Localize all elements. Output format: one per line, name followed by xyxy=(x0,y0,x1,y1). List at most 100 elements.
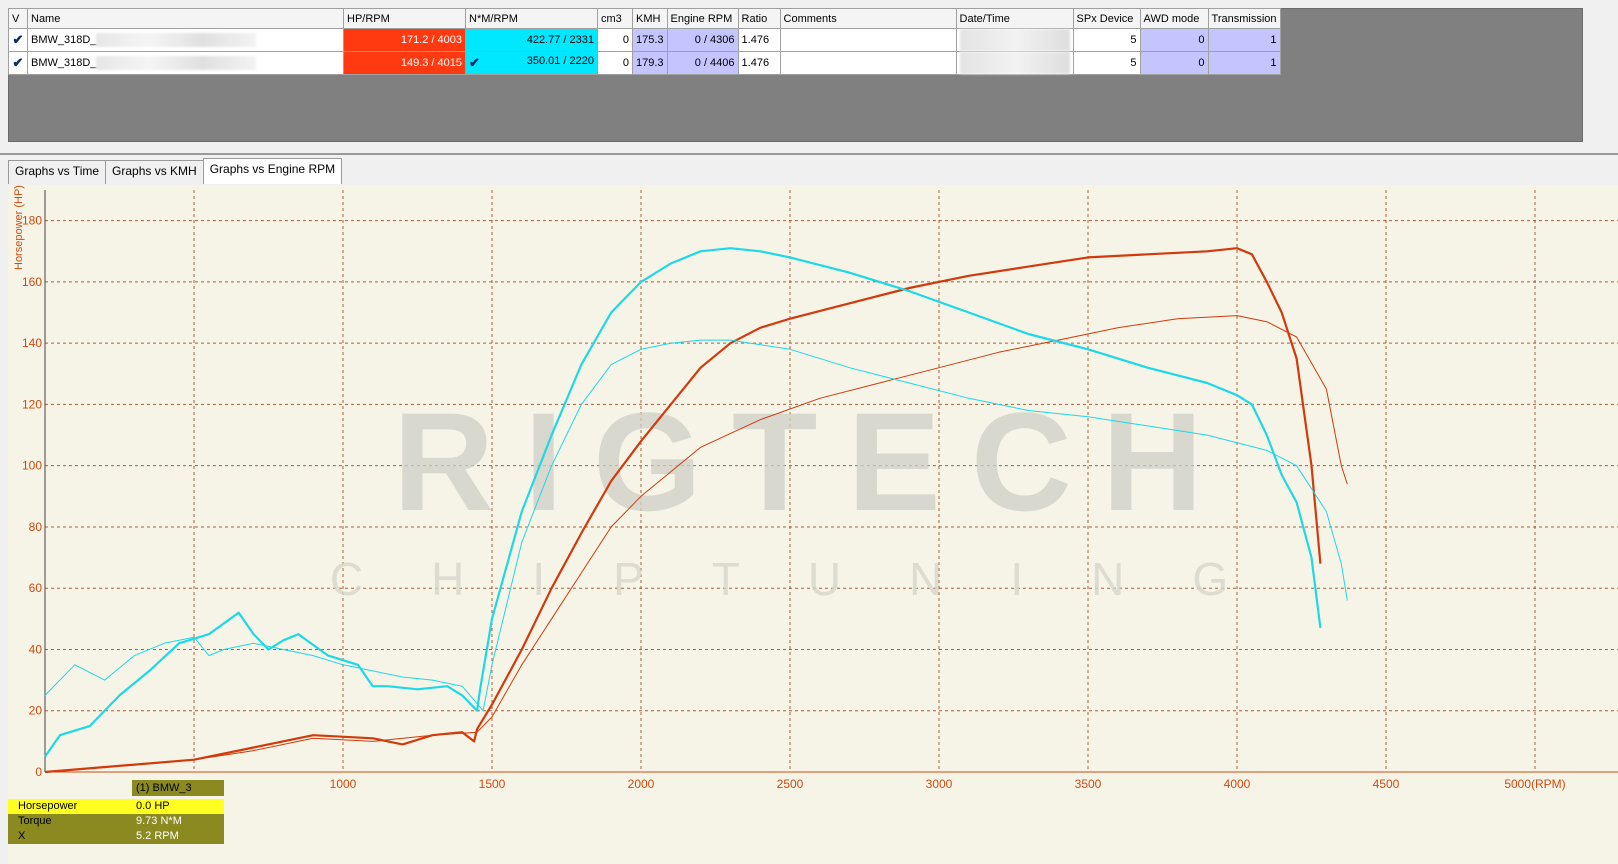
table-row[interactable]: ✔ BMW_318D_ 171.2 / 4003 422.77 / 2331 0… xyxy=(8,28,1281,52)
x-tick-label: 2000 xyxy=(628,777,655,791)
dyno-chart[interactable]: RIGTECH CHIPTUNING 0 20 40 60 80 100 120 140 160… xyxy=(8,185,1618,864)
header-kmh[interactable]: KMH xyxy=(632,8,668,29)
y-tick-label: 140 xyxy=(22,336,42,350)
watermark-sub: CHIPTUNING xyxy=(330,553,1296,605)
row-name: BMW_318D_ xyxy=(27,28,344,52)
y-tick-label: 80 xyxy=(29,520,43,534)
runs-panel: V Name HP/RPM N*M/RPM cm3 KMH Engine RPM… xyxy=(0,0,1618,152)
row-name: BMW_318D_ xyxy=(27,51,344,75)
legend-value: 9.73 N*M xyxy=(132,814,224,829)
x-tick-label: 1000 xyxy=(330,777,357,791)
y-axis-label: Horsepower (HP) xyxy=(13,185,25,270)
watermark-main: RIGTECH xyxy=(393,383,1233,540)
graph-tabs: Graphs vs Time Graphs vs KMH Graphs vs E… xyxy=(8,158,343,184)
row-checkbox[interactable]: ✔ xyxy=(8,51,28,75)
row-ratio: 1.476 xyxy=(737,51,781,75)
row-date-time xyxy=(955,51,1074,75)
legend-label: X xyxy=(8,829,132,844)
row-kmh: 175.3 xyxy=(632,28,668,52)
row-cm3: 0 xyxy=(597,51,633,75)
legend-value: 5.2 RPM xyxy=(132,829,224,844)
row-engine-rpm: 0 / 4306 xyxy=(666,28,739,52)
row-spx-device: 5 xyxy=(1072,51,1141,75)
runs-table: V Name HP/RPM N*M/RPM cm3 KMH Engine RPM… xyxy=(8,8,1281,75)
chart-series xyxy=(44,247,1348,774)
header-hp-rpm[interactable]: HP/RPM xyxy=(343,8,466,29)
row-spx-device: 5 xyxy=(1072,28,1141,52)
y-tick-label: 180 xyxy=(22,214,42,228)
row-awd-mode: 0 xyxy=(1139,51,1209,75)
series-line-hp-run1 xyxy=(44,247,1322,774)
checkmark-icon: ✔ xyxy=(12,32,24,47)
series-line-torque-run2 xyxy=(44,339,1348,712)
legend-label: Torque xyxy=(8,814,132,829)
header-date-time[interactable]: Date/Time xyxy=(955,8,1074,29)
table-row[interactable]: ✔ BMW_318D_ 149.3 / 4015 ✔ 350.01 / 2220 … xyxy=(8,51,1281,75)
series-line-hp-run2 xyxy=(44,315,1348,773)
x-tick-label: 3500 xyxy=(1075,777,1102,791)
row-comments[interactable] xyxy=(779,28,957,52)
y-tick-label: 40 xyxy=(29,642,43,656)
tab-graphs-vs-kmh[interactable]: Graphs vs KMH xyxy=(105,160,204,184)
header-comments[interactable]: Comments xyxy=(779,8,957,29)
checkmark-icon: ✔ xyxy=(12,55,24,70)
axes: 0 20 40 60 80 100 120 140 160 180 1000 1500 2000 2500… xyxy=(22,190,1618,791)
row-torque: 422.77 / 2331 xyxy=(465,28,598,52)
header-v[interactable]: V xyxy=(8,8,28,29)
tab-graphs-vs-engine-rpm[interactable]: Graphs vs Engine RPM xyxy=(202,158,343,184)
x-tick-label: 4000 xyxy=(1224,777,1251,791)
header-cm3[interactable]: cm3 xyxy=(597,8,633,29)
grid-lines xyxy=(45,190,1618,772)
row-engine-rpm: 0 / 4406 xyxy=(666,51,739,75)
row-date-time xyxy=(955,28,1074,52)
row-comments[interactable] xyxy=(779,51,957,75)
header-torque-rpm[interactable]: N*M/RPM xyxy=(465,8,598,29)
legend-label: Horsepower xyxy=(8,799,132,814)
header-ratio[interactable]: Ratio xyxy=(737,8,781,29)
series-line-torque-run1 xyxy=(44,247,1322,758)
redacted-name xyxy=(96,56,257,70)
row-torque: ✔ 350.01 / 2220 xyxy=(465,51,598,75)
row-awd-mode: 0 xyxy=(1139,28,1209,52)
y-tick-label: 160 xyxy=(22,275,42,289)
cursor-legend: (1) BMW_3 Horsepower 0.0 HP Torque 9.73 … xyxy=(8,780,224,844)
y-tick-label: 120 xyxy=(22,397,42,411)
row-cm3: 0 xyxy=(597,28,633,52)
x-tick-label: 4500 xyxy=(1373,777,1400,791)
x-tick-label: 3000 xyxy=(926,777,953,791)
runs-table-header: V Name HP/RPM N*M/RPM cm3 KMH Engine RPM… xyxy=(8,8,1281,29)
header-transmission[interactable]: Transmission xyxy=(1207,8,1281,29)
redacted-date xyxy=(959,52,1070,74)
row-checkbox[interactable]: ✔ xyxy=(8,28,28,52)
y-tick-label: 60 xyxy=(29,581,43,595)
row-hp: 171.2 / 4003 xyxy=(343,28,466,52)
legend-row-x: X 5.2 RPM xyxy=(8,829,224,844)
legend-value: 0.0 HP xyxy=(132,799,224,814)
x-tick-label: 5000(RPM) xyxy=(1504,777,1565,791)
header-engine-rpm[interactable]: Engine RPM xyxy=(666,8,739,29)
legend-row-horsepower: Horsepower 0.0 HP xyxy=(8,799,224,814)
rigtech-watermark: RIGTECH CHIPTUNING xyxy=(330,383,1296,605)
x-tick-label: 1500 xyxy=(479,777,506,791)
x-tick-label: 2500 xyxy=(777,777,804,791)
plot-background xyxy=(8,185,1618,864)
panel-divider[interactable] xyxy=(0,153,1618,155)
redacted-date xyxy=(959,29,1070,51)
y-tick-label: 20 xyxy=(29,704,43,718)
header-awd-mode[interactable]: AWD mode xyxy=(1139,8,1209,29)
row-kmh: 179.3 xyxy=(632,51,668,75)
header-spx-device[interactable]: SPx Device xyxy=(1072,8,1141,29)
header-name[interactable]: Name xyxy=(27,8,344,29)
legend-title: (1) BMW_3 xyxy=(132,780,224,796)
y-tick-label: 100 xyxy=(22,459,42,473)
row-ratio: 1.476 xyxy=(737,28,781,52)
legend-row-torque: Torque 9.73 N*M xyxy=(8,814,224,829)
row-transmission: 1 xyxy=(1207,28,1281,52)
dyno-chart-svg[interactable]: RIGTECH CHIPTUNING 0 20 40 60 80 100 120 140 160… xyxy=(8,185,1618,864)
row-transmission: 1 xyxy=(1207,51,1281,75)
tab-graphs-vs-time[interactable]: Graphs vs Time xyxy=(8,160,107,184)
redacted-name xyxy=(96,33,257,47)
y-tick-label: 0 xyxy=(35,765,42,779)
checkmark-icon: ✔ xyxy=(469,55,480,70)
row-hp: 149.3 / 4015 xyxy=(343,51,466,75)
